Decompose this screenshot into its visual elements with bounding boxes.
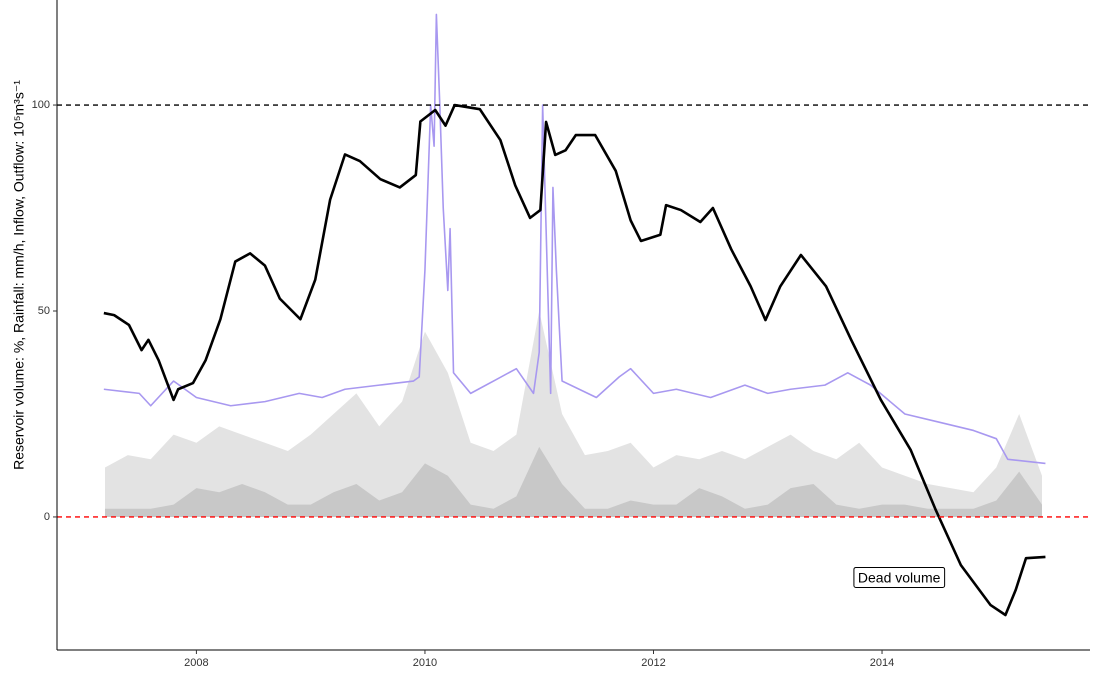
annotation-box [853,566,946,588]
annotation-text: Dead volume [858,569,941,585]
area [104,446,1043,517]
y-tick-label: 50 [38,305,50,317]
line [103,13,1046,465]
x-tick-label: 2014 [870,657,894,669]
x-tick-label: 2010 [413,657,437,669]
line [103,103,1046,617]
x-tick-label: 2012 [641,657,665,669]
y-tick-label: 0 [44,511,50,523]
y-axis-label: Reservoir volume: %, Rainfall: mm/h, Inf… [11,80,27,470]
annotation: Dead volume [853,566,946,588]
x-tick-label: 2008 [184,657,208,669]
y-tick-label: 100 [32,99,50,111]
area [104,310,1043,517]
